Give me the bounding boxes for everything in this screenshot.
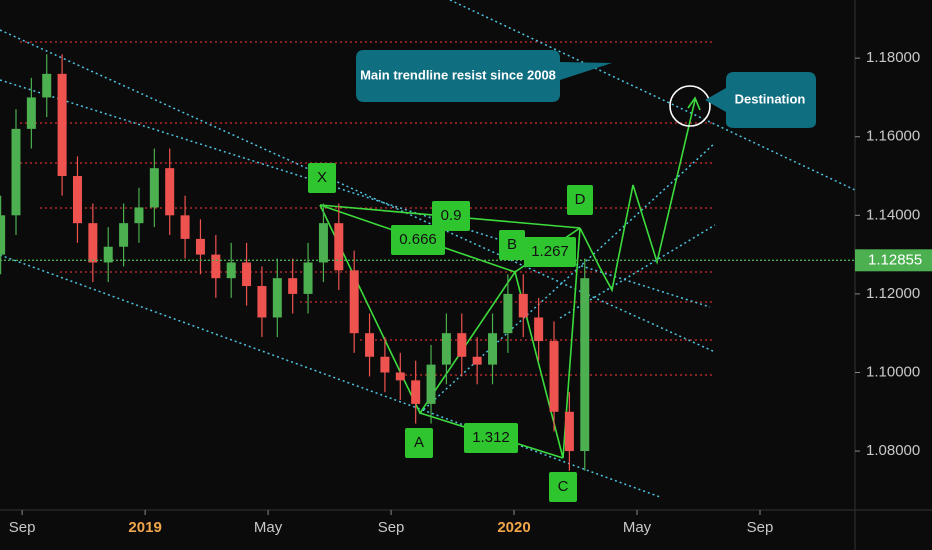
x-tick-label: 2019 [128, 519, 161, 536]
candle-body [11, 128, 21, 216]
pattern-label: C [558, 478, 569, 495]
candle-body [395, 372, 405, 381]
candle-body [57, 73, 67, 177]
pattern-label: 1.267 [531, 243, 569, 260]
x-tick-label: Sep [378, 519, 405, 536]
candle-body [242, 262, 252, 287]
candle-body [518, 293, 528, 318]
y-tick-label: 1.08000 [866, 442, 920, 459]
candle-body [0, 215, 6, 255]
candle-body [303, 262, 313, 294]
y-tick-label: 1.10000 [866, 363, 920, 380]
callout-text: Destination [735, 91, 806, 106]
candle-body [441, 333, 451, 365]
x-tick-label: Sep [9, 519, 36, 536]
candle-body [226, 262, 236, 279]
pattern-label-box [567, 185, 593, 215]
x-tick-label: 2020 [497, 519, 530, 536]
pattern-label-box [524, 237, 576, 267]
candle-body [288, 278, 298, 294]
y-tick-label: 1.12000 [866, 285, 920, 302]
pattern-label-box [405, 428, 433, 458]
callout-box [705, 72, 816, 128]
last-price-box [855, 249, 932, 272]
pattern-label: A [414, 434, 424, 451]
candle-body [42, 73, 52, 98]
candle-body [365, 333, 375, 357]
candle-body [349, 270, 359, 334]
candle-body [534, 317, 544, 342]
candle-body [488, 333, 498, 365]
candle-body [149, 168, 159, 208]
y-tick-label: 1.14000 [866, 206, 920, 223]
candles [0, 54, 590, 471]
pattern-label-box [499, 230, 525, 260]
pattern-label-box [549, 472, 577, 502]
candle-body [72, 176, 82, 224]
pattern-label-box [308, 163, 336, 193]
candle-body [564, 411, 574, 452]
y-tick-label: 1.18000 [866, 49, 920, 66]
candle-body [211, 254, 221, 279]
pattern-label-box [432, 201, 470, 231]
candle-body [380, 356, 390, 373]
candle-body [503, 293, 513, 334]
candle-body [165, 168, 175, 216]
candle-body [26, 97, 36, 129]
pattern-label: X [317, 169, 327, 186]
candle-body [272, 278, 282, 318]
candle-body [334, 223, 344, 271]
pattern-label: 0.9 [441, 207, 462, 224]
pattern-label-box [464, 423, 518, 453]
pattern-label: 0.666 [399, 231, 437, 248]
candle-body [457, 333, 467, 357]
candle-body [426, 364, 436, 404]
candle-body [318, 223, 328, 263]
callout-text: Main trendline resist since 2008 [360, 67, 556, 82]
pattern-label-box [391, 225, 445, 255]
last-price-label: 1.12855 [868, 251, 922, 268]
candle-body [103, 246, 113, 263]
candle-body [257, 286, 267, 318]
candle-body [411, 380, 421, 404]
pattern-label: D [575, 191, 586, 208]
pattern-label: 1.312 [472, 429, 510, 446]
target-circle [669, 85, 711, 127]
candle-body [472, 356, 482, 365]
candle-body [580, 278, 590, 452]
candle-body [180, 215, 190, 239]
candle-body [195, 238, 205, 255]
x-tick-label: May [254, 519, 283, 536]
candle-body [134, 207, 144, 224]
candle-body [549, 341, 559, 412]
x-tick-label: May [623, 519, 652, 536]
x-tick-label: Sep [747, 519, 774, 536]
candle-body [88, 223, 98, 263]
candle-body [119, 223, 129, 247]
levels [20, 41, 715, 376]
y-tick-label: 1.16000 [866, 128, 920, 145]
callout-box [356, 50, 612, 102]
pattern-label: B [507, 236, 517, 253]
